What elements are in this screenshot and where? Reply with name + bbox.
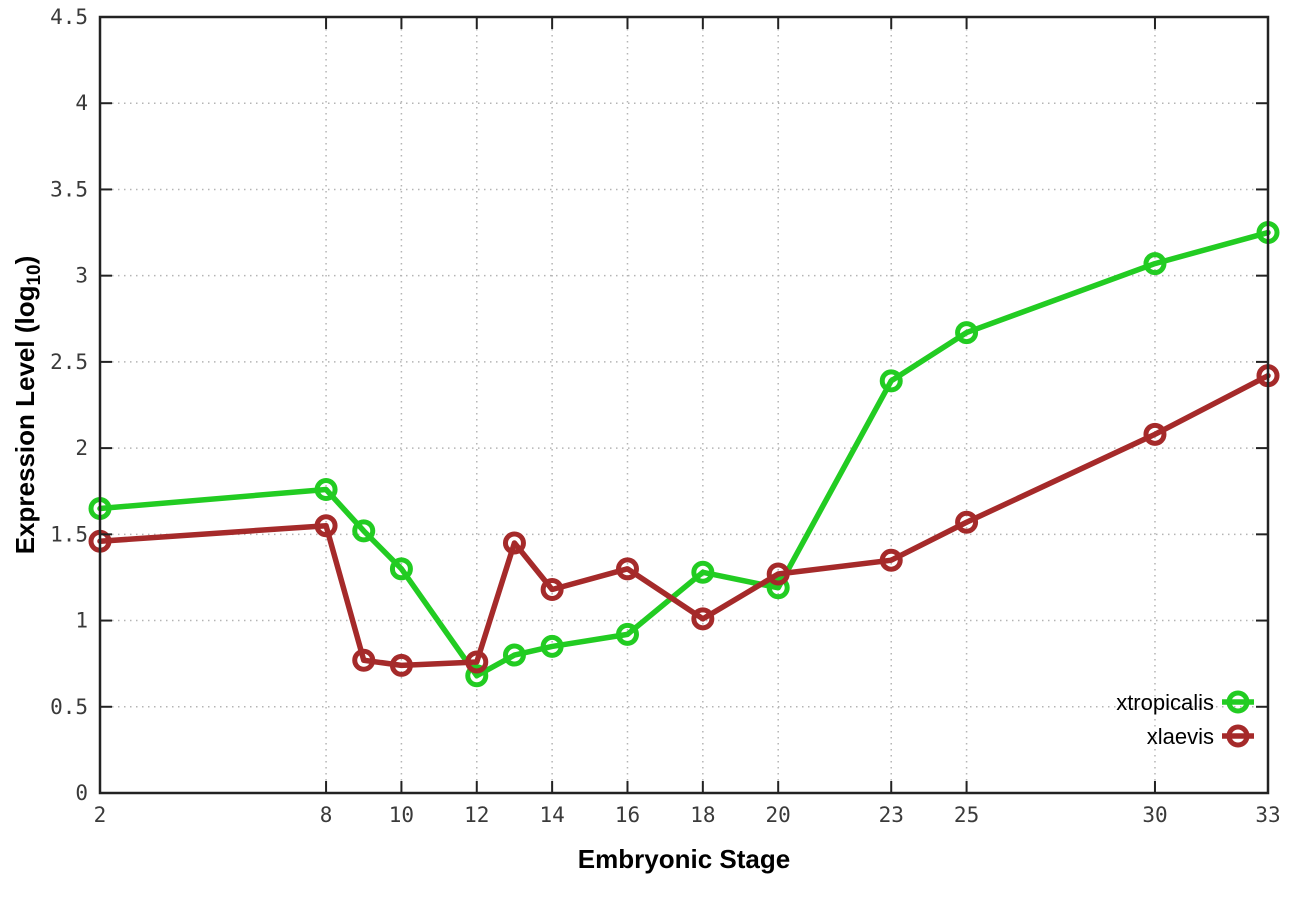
x-tick-label: 23 xyxy=(879,803,904,827)
data-point-marker-xlaevis xyxy=(352,648,376,672)
data-point-marker-xlaevis xyxy=(389,653,413,677)
y-tick-label: 4.5 xyxy=(50,5,88,29)
data-point-marker-xtropicalis xyxy=(465,664,489,688)
x-tick-label: 10 xyxy=(389,803,414,827)
legend-sample-marker xyxy=(1226,724,1250,748)
series-line-xlaevis xyxy=(97,372,1271,669)
x-tick-label: 30 xyxy=(1142,803,1167,827)
data-point-marker-xtropicalis xyxy=(352,519,376,543)
y-tick-label: 4 xyxy=(75,91,88,115)
y-tick-label: 1 xyxy=(75,609,88,633)
y-tick-label: 2.5 xyxy=(50,350,88,374)
x-tick-label: 8 xyxy=(320,803,333,827)
x-tick-label: 16 xyxy=(615,803,640,827)
y-tick-label: 0 xyxy=(75,781,88,805)
x-tick-label: 2 xyxy=(94,803,107,827)
y-tick-label: 2 xyxy=(75,436,88,460)
data-point-marker-xlaevis xyxy=(314,514,338,538)
data-point-marker-xtropicalis xyxy=(314,477,338,501)
data-point-marker-xlaevis xyxy=(766,562,790,586)
data-point-marker-xtropicalis xyxy=(691,560,715,584)
data-point-marker-xtropicalis xyxy=(879,369,903,393)
data-point-marker-xtropicalis xyxy=(955,321,979,345)
data-point-marker-xlaevis xyxy=(691,607,715,631)
legend-sample-marker xyxy=(1226,690,1250,714)
x-tick-label: 12 xyxy=(464,803,489,827)
y-tick-label: 3.5 xyxy=(50,177,88,201)
data-point-marker-xtropicalis xyxy=(502,643,526,667)
plot-border xyxy=(98,15,1270,795)
x-axis-title: Embryonic Stage xyxy=(578,844,790,874)
data-point-marker-xlaevis xyxy=(879,548,903,572)
data-point-marker-xtropicalis xyxy=(540,634,564,658)
data-point-marker-xlaevis xyxy=(955,510,979,534)
data-point-marker-xtropicalis xyxy=(766,576,790,600)
data-point-marker-xlaevis xyxy=(465,650,489,674)
data-point-marker-xlaevis xyxy=(502,531,526,555)
y-tick-label: 0.5 xyxy=(50,695,88,719)
data-point-marker-xtropicalis xyxy=(615,622,639,646)
x-tick-label: 33 xyxy=(1255,803,1280,827)
legend-label-xlaevis: xlaevis xyxy=(1147,724,1214,749)
y-tick-label: 3 xyxy=(75,264,88,288)
data-point-marker-xlaevis xyxy=(615,557,639,581)
y-tick-label: 1.5 xyxy=(50,522,88,546)
x-tick-label: 14 xyxy=(539,803,564,827)
data-point-marker-xlaevis xyxy=(1143,422,1167,446)
data-point-marker-xtropicalis xyxy=(1143,252,1167,276)
x-tick-label: 25 xyxy=(954,803,979,827)
data-point-marker-xtropicalis xyxy=(389,557,413,581)
y-axis-title: Expression Level (log10) xyxy=(10,256,45,555)
x-tick-label: 18 xyxy=(690,803,715,827)
data-point-marker-xlaevis xyxy=(540,578,564,602)
x-tick-label: 20 xyxy=(766,803,791,827)
legend-label-xtropicalis: xtropicalis xyxy=(1116,690,1214,715)
